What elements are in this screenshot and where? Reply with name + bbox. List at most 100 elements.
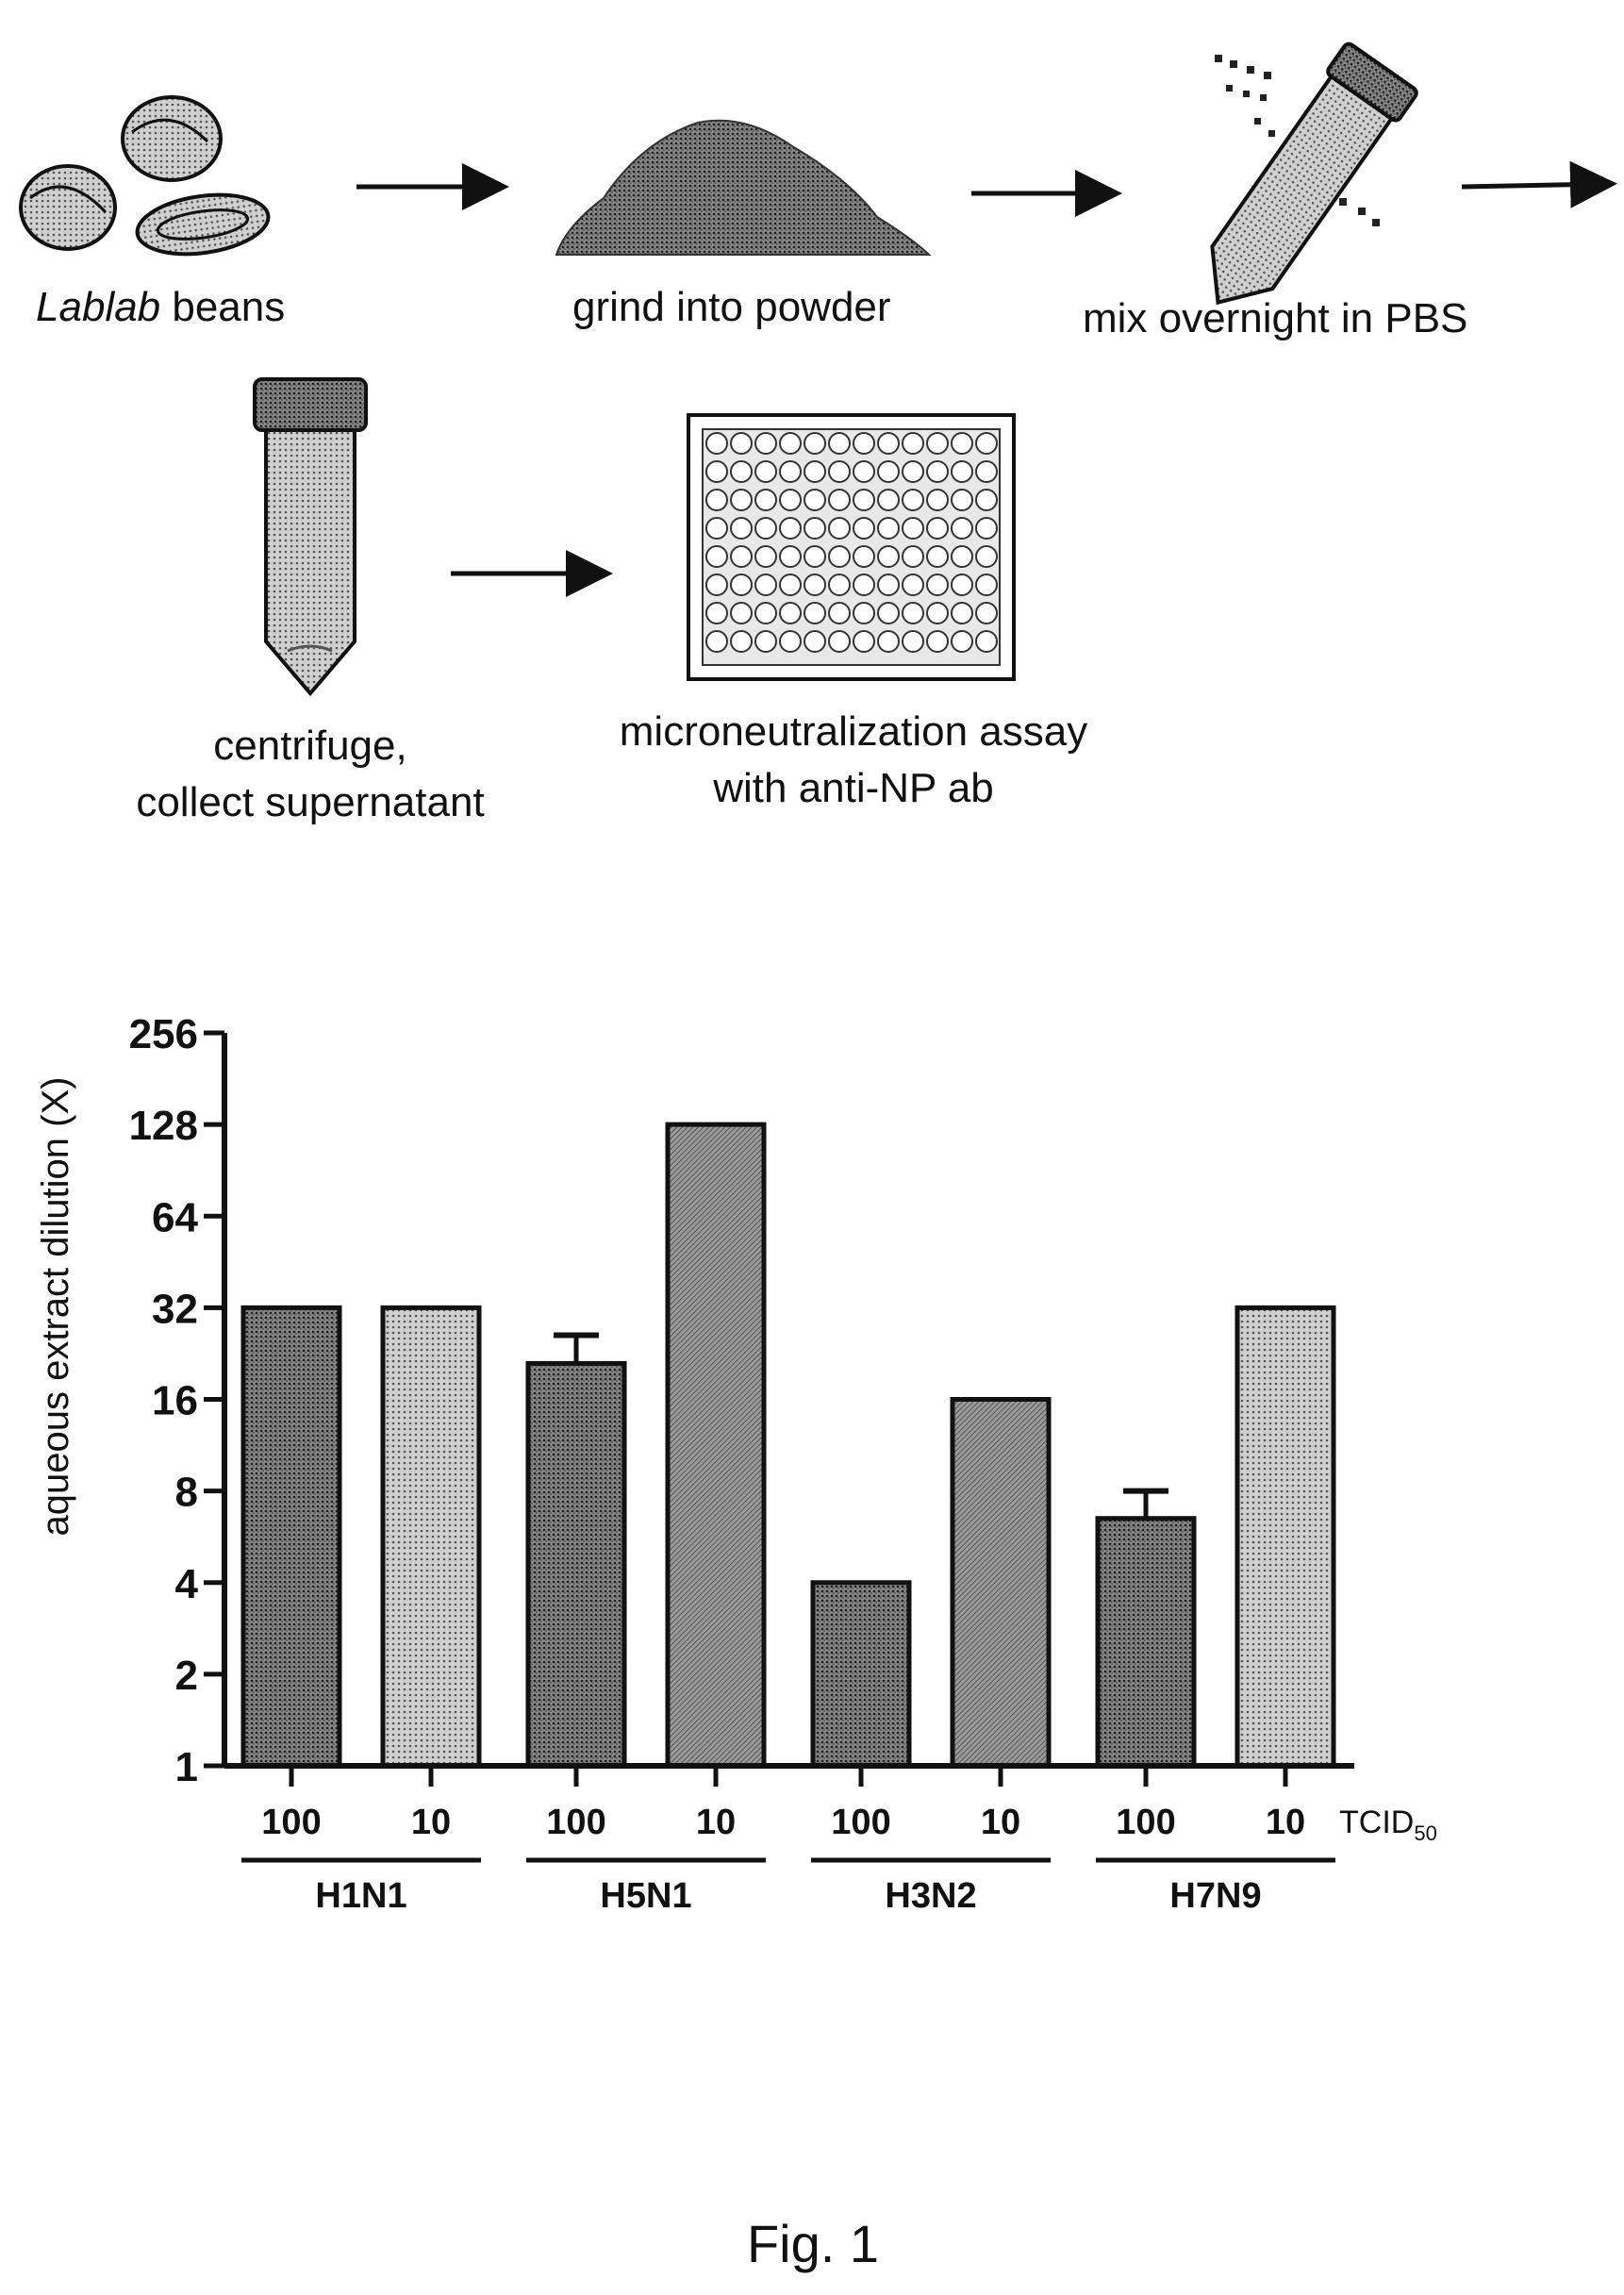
- well: [804, 460, 826, 483]
- group-label-h3n2: H3N2: [885, 1876, 976, 1916]
- step1-label-italic: Lablab: [36, 284, 160, 330]
- figure-caption: Fig. 1: [747, 2214, 879, 2273]
- well: [754, 460, 777, 483]
- well: [705, 630, 728, 653]
- x-tick-label: 10: [696, 1803, 736, 1842]
- y-tick-label: 16: [152, 1378, 198, 1424]
- well: [828, 630, 851, 653]
- well: [975, 432, 998, 455]
- well: [926, 489, 949, 511]
- step1-label: Lablab beans: [36, 284, 285, 330]
- well: [951, 517, 973, 540]
- beans-icon: [19, 95, 271, 257]
- well: [754, 602, 777, 624]
- well: [951, 630, 973, 653]
- x-tick-label: 10: [981, 1803, 1020, 1842]
- x-tick-label: 100: [546, 1803, 605, 1842]
- powder-pile-icon: [555, 119, 932, 256]
- well: [705, 460, 728, 483]
- well: [804, 602, 826, 624]
- bar-h5n1-100: [525, 1360, 627, 1769]
- well: [877, 432, 900, 455]
- well: [902, 574, 924, 596]
- well: [705, 602, 728, 624]
- step4-label-line2: collect supernatant: [136, 779, 484, 825]
- well: [730, 574, 753, 596]
- well: [828, 489, 851, 511]
- well: [705, 545, 728, 568]
- well: [853, 574, 875, 596]
- well: [975, 574, 998, 596]
- bar-h3n2-100: [810, 1580, 912, 1769]
- well: [804, 574, 826, 596]
- well: [853, 517, 875, 540]
- y-tick-label: 1: [175, 1744, 198, 1790]
- well: [975, 517, 998, 540]
- well: [902, 517, 924, 540]
- well: [877, 545, 900, 568]
- group-label-h5n1: H5N1: [600, 1876, 691, 1916]
- bar-h5n1-10: [665, 1122, 767, 1769]
- well: [877, 602, 900, 624]
- well: [877, 460, 900, 483]
- x-tick-label: 100: [831, 1803, 890, 1842]
- well: [902, 630, 924, 653]
- x-unit-label: TCID50: [1339, 1804, 1437, 1845]
- well: [902, 545, 924, 568]
- well: [754, 517, 777, 540]
- well: [877, 574, 900, 596]
- well: [754, 630, 777, 653]
- well: [853, 630, 875, 653]
- well: [804, 432, 826, 455]
- bar-chart: aqueous extract dilution (X) 12481632641…: [35, 1011, 1437, 1916]
- well-plate-icon: [687, 413, 1016, 681]
- well: [975, 602, 998, 624]
- well: [951, 602, 973, 624]
- step3-label: mix overnight in PBS: [1083, 295, 1467, 341]
- well: [853, 432, 875, 455]
- step5-label-line2: with anti-NP ab: [712, 765, 994, 811]
- well: [730, 602, 753, 624]
- well: [853, 460, 875, 483]
- well: [975, 460, 998, 483]
- well: [705, 574, 728, 596]
- y-tick-label: 32: [152, 1286, 198, 1332]
- well: [926, 602, 949, 624]
- well: [754, 432, 777, 455]
- well: [730, 432, 753, 455]
- well: [975, 489, 998, 511]
- well: [779, 602, 802, 624]
- well: [926, 432, 949, 455]
- well: [779, 517, 802, 540]
- step1-label-rest: beans: [160, 284, 285, 330]
- well: [828, 517, 851, 540]
- well: [951, 489, 973, 511]
- well: [951, 545, 973, 568]
- well: [902, 432, 924, 455]
- well: [754, 545, 777, 568]
- well: [779, 460, 802, 483]
- well: [804, 489, 826, 511]
- x-tick-label: 10: [411, 1803, 451, 1842]
- well: [902, 460, 924, 483]
- well: [804, 517, 826, 540]
- y-tick-label: 256: [129, 1011, 198, 1057]
- step2-label: grind into powder: [572, 284, 891, 330]
- well: [951, 432, 973, 455]
- well: [975, 630, 998, 653]
- bars: [240, 1122, 1336, 1769]
- bar-h1n1-10: [380, 1305, 482, 1769]
- bar-h3n2-10: [950, 1397, 1052, 1769]
- well: [754, 489, 777, 511]
- well: [877, 630, 900, 653]
- well: [853, 545, 875, 568]
- x-unit-subscript: 50: [1414, 1821, 1436, 1845]
- well: [926, 574, 949, 596]
- well: [779, 489, 802, 511]
- well: [779, 574, 802, 596]
- bar-h7n9-10: [1235, 1305, 1336, 1769]
- x-tick-label: 100: [261, 1803, 321, 1842]
- well: [951, 460, 973, 483]
